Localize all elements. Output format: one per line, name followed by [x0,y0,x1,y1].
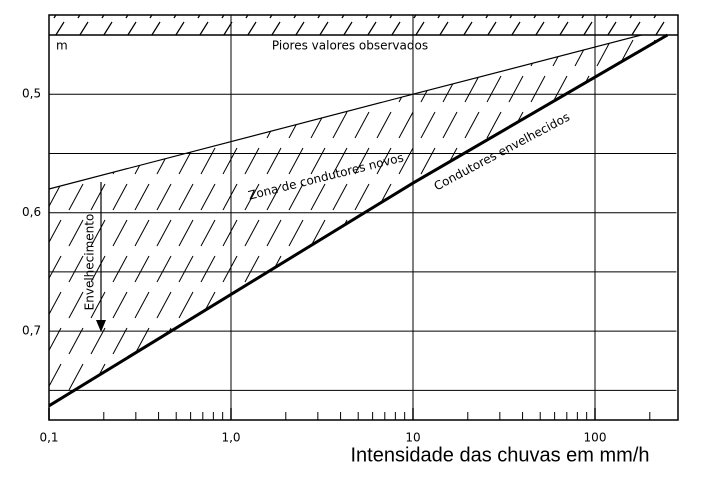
x-tick-label: 10 [405,431,420,445]
y-tick-label: 0,5 [22,87,41,101]
series-line [48,34,642,190]
x-tick-label: 1,0 [221,431,240,445]
x-tick-label: 0,1 [39,431,58,445]
series-line [48,33,669,408]
worst-band [49,15,678,35]
frame [48,14,679,421]
aging-arrowhead [96,320,106,332]
band-label: Piores valores observados [272,39,428,53]
y-unit: m [56,39,68,53]
y-tick-label: 0,6 [22,205,41,219]
aging-label: Envelhecimento [83,214,97,311]
x-tick-label: 100 [584,431,607,445]
y-tick-label: 0,7 [22,324,41,338]
zone-hatch [49,35,668,406]
x-axis-label: Intensidade das chuvas em mm/h [350,444,649,466]
